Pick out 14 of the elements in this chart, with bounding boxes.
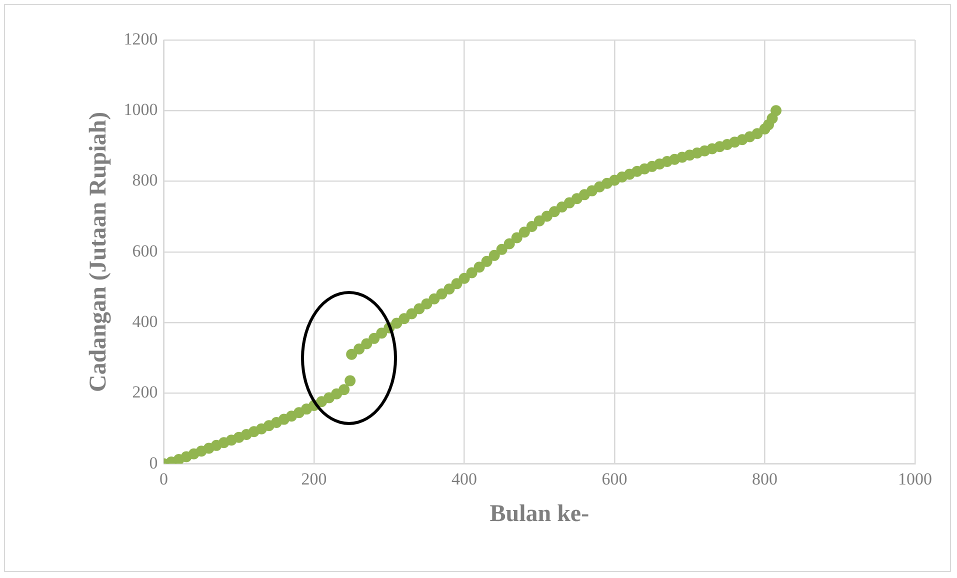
- x-axis-title: Bulan ke-: [490, 500, 590, 527]
- x-tick-label: 200: [301, 469, 327, 488]
- y-tick-label: 800: [132, 170, 158, 190]
- x-tick-label: 800: [752, 469, 778, 488]
- x-tick-label: 1000: [898, 469, 932, 488]
- x-tick-label: 400: [452, 469, 478, 488]
- x-tick-label: 600: [602, 469, 628, 488]
- y-tick-label: 1200: [124, 29, 158, 48]
- y-tick-label: 600: [132, 241, 158, 260]
- y-tick-label: 200: [132, 382, 158, 402]
- y-tick-label: 0: [149, 453, 158, 472]
- y-tick-label: 400: [132, 312, 158, 331]
- y-axis-title: Cadangan (Jutaan Rupiah): [86, 112, 112, 392]
- y-tick-label: 1000: [124, 100, 158, 120]
